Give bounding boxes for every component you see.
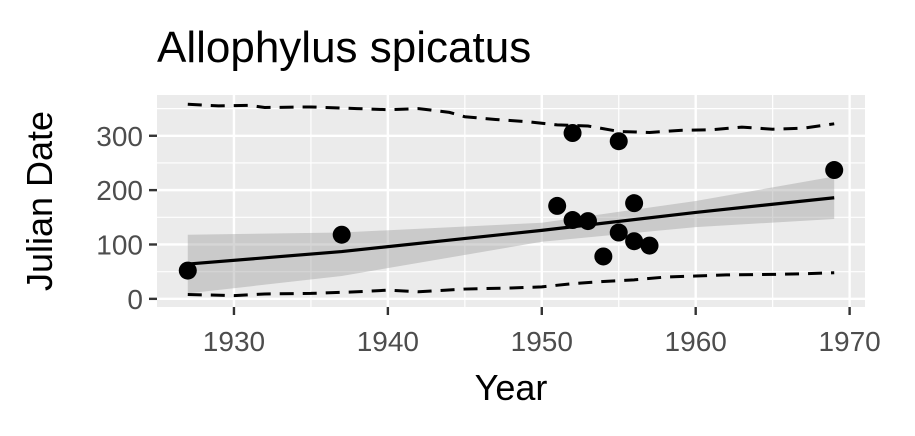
data-point bbox=[625, 232, 644, 251]
x-tick-label: 1950 bbox=[511, 326, 573, 357]
minor-gridlines bbox=[157, 95, 865, 307]
y-tick-label: 100 bbox=[96, 229, 143, 260]
chart-title: Allophylus spicatus bbox=[157, 23, 531, 72]
data-point bbox=[563, 124, 582, 143]
lower-dashed-line bbox=[187, 271, 835, 298]
x-tick-label: 1940 bbox=[357, 326, 419, 357]
y-axis-title: Julian Date bbox=[19, 111, 60, 291]
x-axis-title: Year bbox=[475, 367, 548, 408]
y-axis: 0 100 200 300 bbox=[96, 121, 157, 315]
x-axis: 1930 1940 1950 1960 1970 bbox=[203, 307, 881, 357]
x-tick-label: 1970 bbox=[818, 326, 880, 357]
x-tick-label: 1960 bbox=[665, 326, 727, 357]
data-point bbox=[825, 161, 844, 180]
data-points bbox=[178, 124, 844, 280]
x-tick-label: 1930 bbox=[203, 326, 265, 357]
major-gridlines bbox=[157, 95, 865, 307]
data-point bbox=[640, 236, 659, 255]
data-point bbox=[625, 194, 644, 213]
trend-line bbox=[187, 196, 835, 266]
y-tick-label: 200 bbox=[96, 175, 143, 206]
data-point bbox=[609, 223, 628, 242]
data-point bbox=[178, 261, 197, 280]
y-tick-label: 0 bbox=[127, 284, 143, 315]
data-point bbox=[332, 225, 351, 244]
trend-line-layer bbox=[187, 196, 835, 266]
data-point bbox=[563, 211, 582, 230]
y-tick-label: 300 bbox=[96, 121, 143, 152]
data-point bbox=[594, 247, 613, 266]
data-point bbox=[548, 196, 567, 215]
data-point bbox=[609, 132, 628, 151]
dashed-bound-layer bbox=[187, 102, 835, 298]
data-point bbox=[578, 212, 597, 231]
upper-dashed-line bbox=[187, 102, 835, 135]
